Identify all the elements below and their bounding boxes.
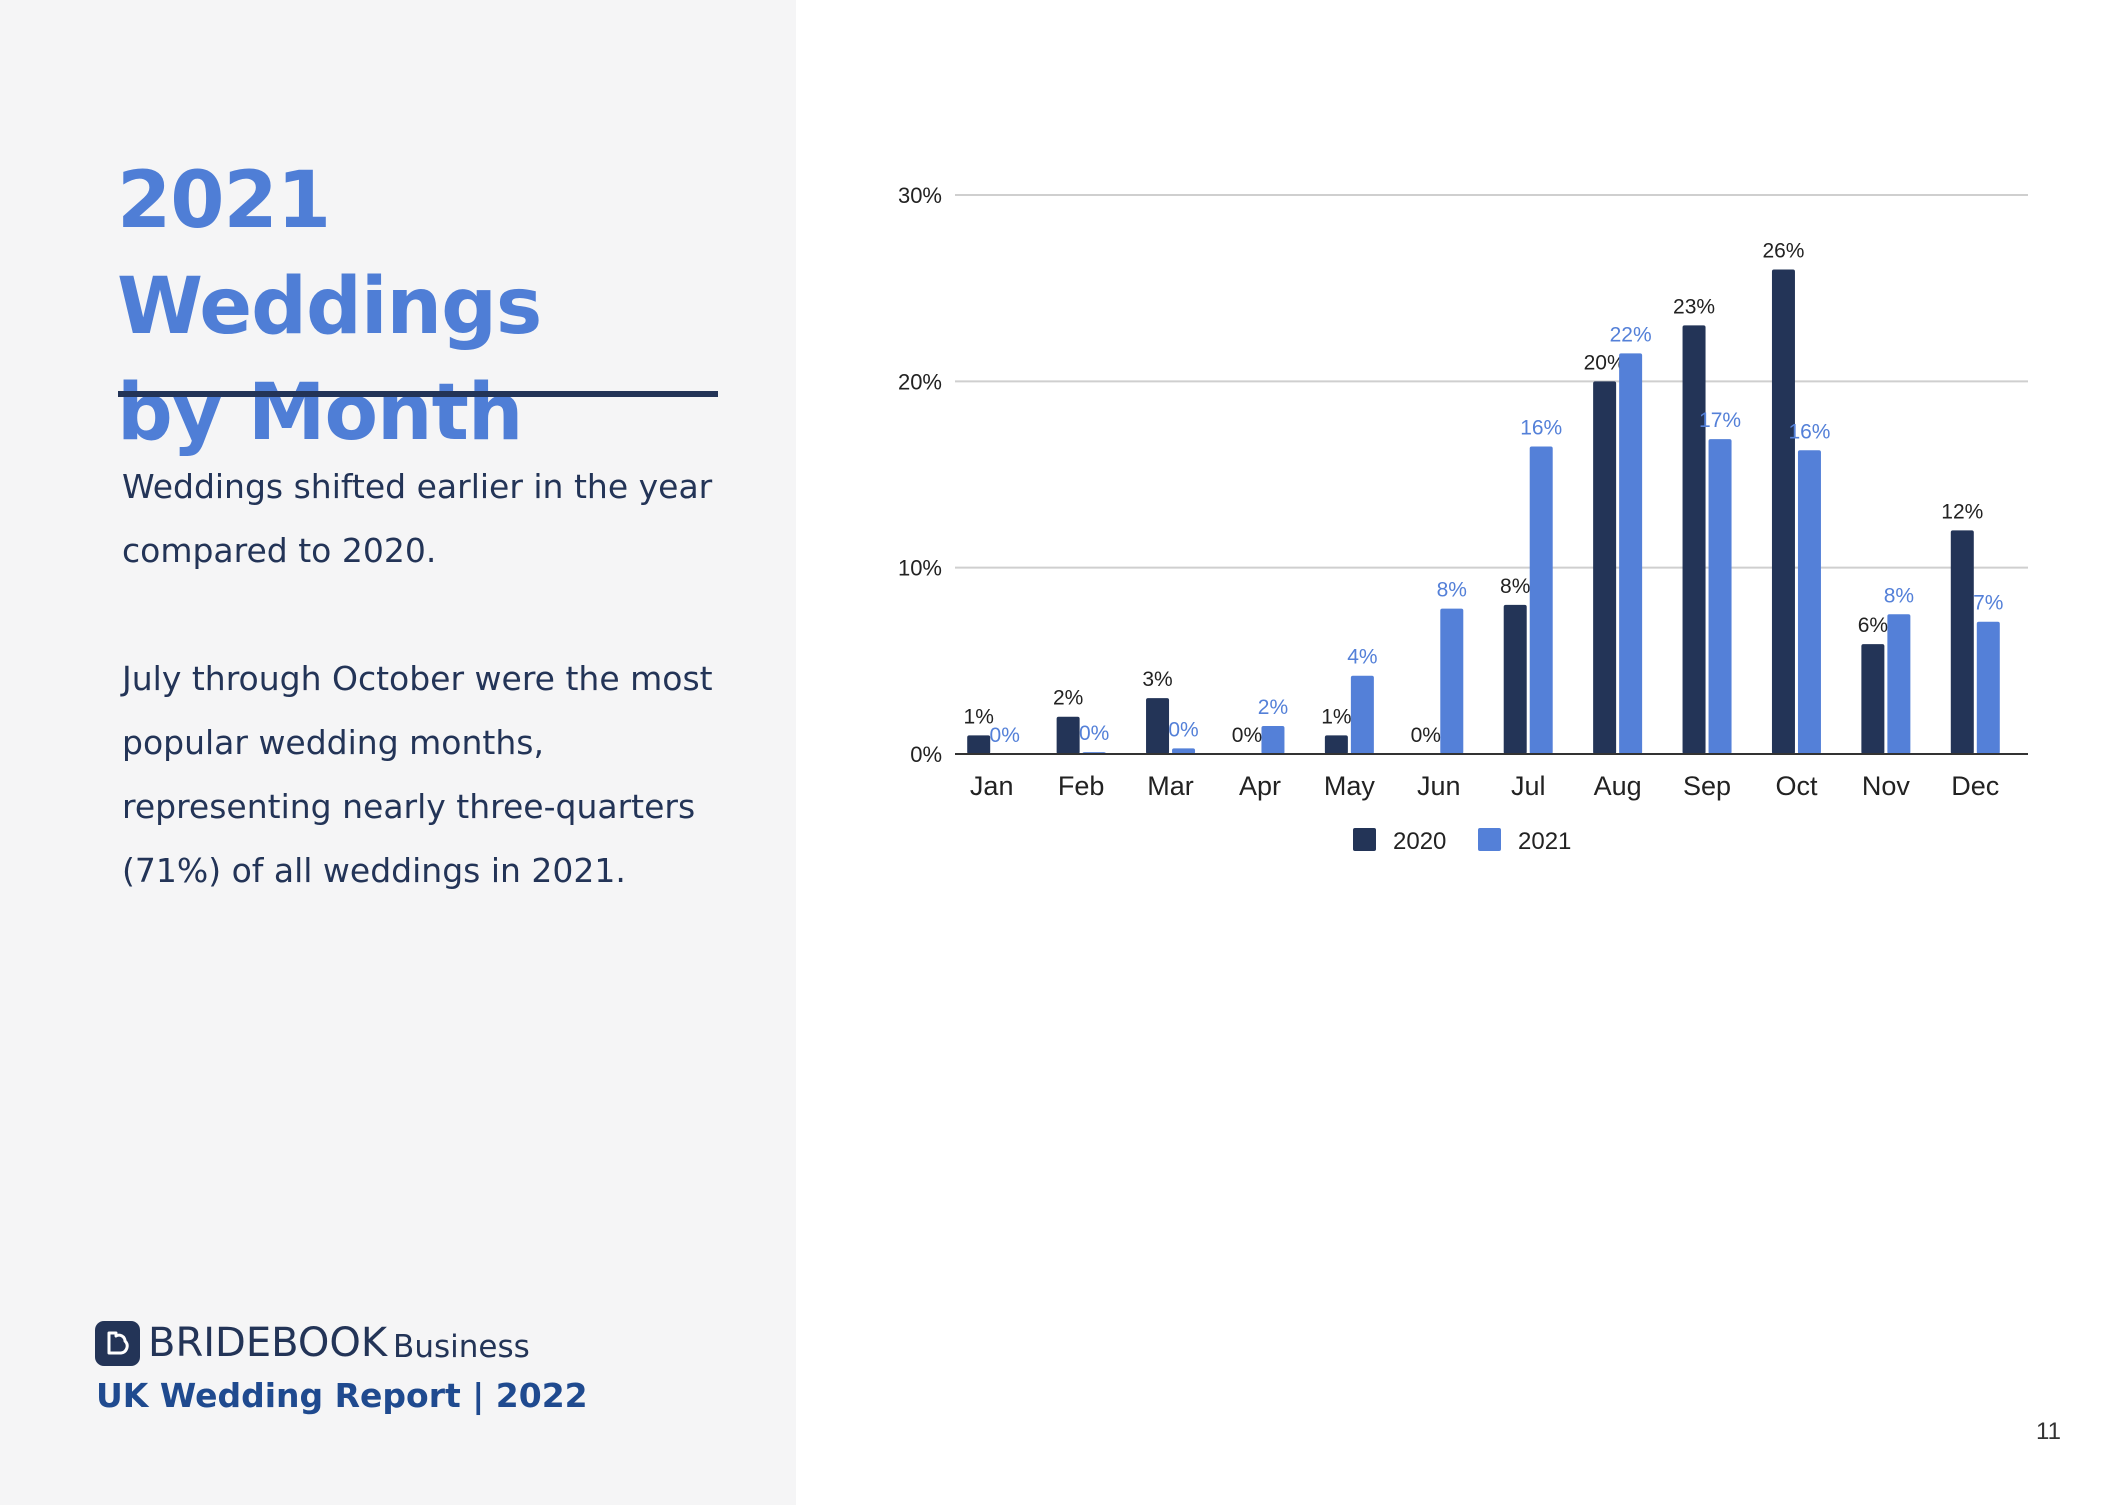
x-tick-label: Feb [1058, 771, 1105, 801]
bar-2020-aug [1593, 381, 1617, 754]
data-label-2020: 1% [1321, 705, 1351, 728]
x-tick-label: Apr [1239, 771, 1281, 801]
bar-2021-aug [1619, 353, 1643, 754]
data-label-2021: 0% [1168, 718, 1198, 741]
x-tick-label: Aug [1594, 771, 1642, 801]
report-title: UK Wedding Report | 2022 [96, 1376, 588, 1415]
data-label-2021: 0% [990, 724, 1020, 747]
x-tick-label: May [1324, 771, 1376, 801]
bar-2021-apr [1261, 726, 1285, 754]
data-label-2021: 7% [1973, 592, 2003, 615]
bar-2020-jul [1503, 604, 1527, 754]
bar-2021-oct [1797, 450, 1821, 754]
logo-brand: BRIDEBOOK [148, 1320, 388, 1366]
data-label-2021: 4% [1347, 646, 1377, 669]
heart-book-icon [95, 1320, 140, 1366]
bar-2021-may [1350, 675, 1374, 754]
x-tick-label: Mar [1147, 771, 1194, 801]
bar-2020-oct [1771, 269, 1795, 754]
data-label-2020: 1% [964, 705, 994, 728]
y-tick-label: 20% [898, 369, 942, 394]
bar-2020-jan [967, 735, 991, 754]
data-label-2020: 0% [1411, 724, 1441, 747]
data-label-2020: 0% [1232, 724, 1262, 747]
bar-2021-jun [1440, 608, 1464, 754]
bar-2020-dec [1950, 530, 1974, 754]
bar-2021-sep [1708, 439, 1732, 754]
logo-suffix: Business [393, 1329, 530, 1365]
data-label-2020: 2% [1053, 687, 1083, 710]
page-title: 2021 Weddings by Month [117, 148, 777, 466]
x-tick-label: Jun [1417, 771, 1461, 801]
x-tick-label: Oct [1775, 771, 1818, 801]
bar-2020-feb [1056, 716, 1080, 754]
bar-2020-may [1324, 735, 1348, 754]
bridebook-logo: BRIDEBOOK Business [95, 1320, 530, 1366]
bar-2021-dec [1976, 621, 2000, 754]
title-line-2: by Month [117, 368, 523, 458]
summary-paragraph-2: July through October were the most popul… [122, 659, 713, 890]
bar-2020-sep [1682, 325, 1706, 754]
title-line-1: 2021 Weddings [117, 156, 542, 352]
legend-swatch-2021 [1478, 828, 1501, 851]
data-label-2020: 12% [1941, 500, 1983, 523]
sidebar-panel: 2021 Weddings by Month Weddings shifted … [0, 0, 796, 1505]
title-divider [118, 391, 718, 397]
x-tick-label: Dec [1951, 771, 1999, 801]
y-tick-label: 0% [910, 742, 942, 767]
data-label-2021: 17% [1699, 409, 1741, 432]
bar-2020-mar [1146, 698, 1170, 754]
data-label-2020: 23% [1673, 295, 1715, 318]
y-tick-label: 30% [898, 183, 942, 208]
data-label-2021: 0% [1079, 722, 1109, 745]
legend-swatch-2020 [1353, 828, 1376, 851]
data-label-2021: 16% [1788, 420, 1830, 443]
summary-paragraph-1: Weddings shifted earlier in the year com… [122, 467, 713, 570]
data-label-2021: 8% [1884, 584, 1914, 607]
data-label-2020: 26% [1762, 240, 1804, 263]
page-number: 11 [2036, 1418, 2061, 1445]
bar-2020-nov [1861, 644, 1885, 754]
legend-label-2020: 2020 [1393, 828, 1446, 855]
x-tick-label: Jan [970, 771, 1014, 801]
data-label-2021: 2% [1258, 696, 1288, 719]
y-tick-label: 10% [898, 556, 942, 581]
bar-2021-nov [1887, 614, 1911, 754]
data-label-2021: 8% [1437, 579, 1467, 602]
x-tick-label: Sep [1683, 771, 1731, 801]
data-label-2021: 22% [1610, 323, 1652, 346]
data-label-2020: 6% [1858, 614, 1888, 637]
data-label-2020: 20% [1584, 351, 1626, 374]
data-label-2021: 16% [1520, 417, 1562, 440]
bar-2021-jul [1529, 446, 1553, 754]
data-label-2020: 8% [1500, 575, 1530, 598]
x-tick-label: Jul [1511, 771, 1546, 801]
x-tick-label: Nov [1862, 771, 1911, 801]
bar-2021-mar [1172, 748, 1196, 754]
data-label-2020: 3% [1142, 668, 1172, 691]
legend-label-2021: 2021 [1518, 828, 1571, 855]
